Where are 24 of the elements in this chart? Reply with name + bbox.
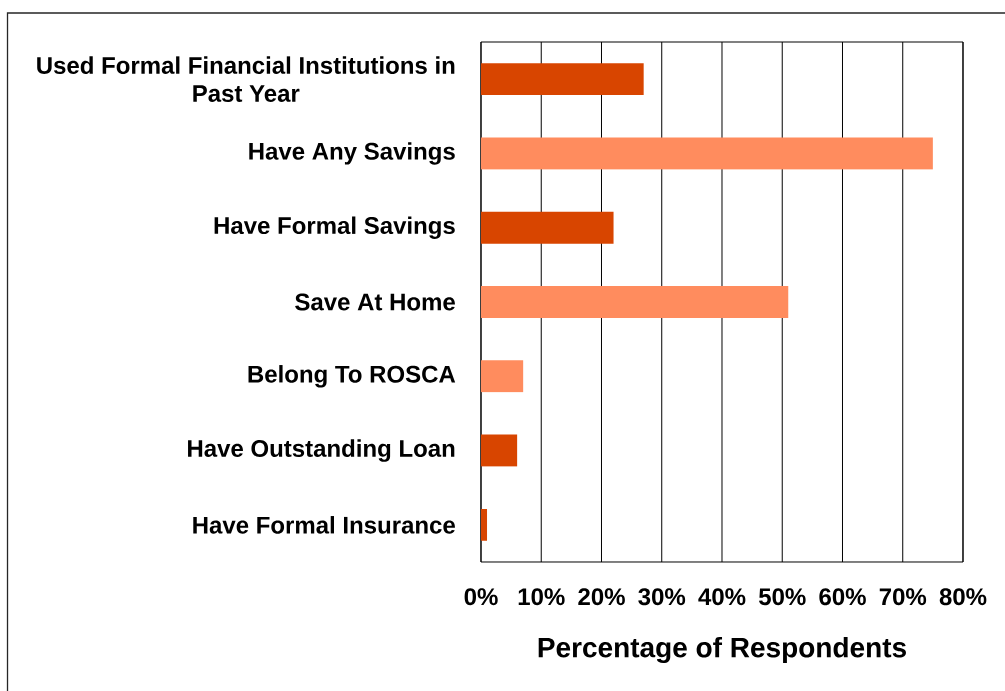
x-tick-label: 50% [758,588,806,606]
x-tick-label: 80% [939,588,987,606]
x-tick-label: 60% [819,588,866,606]
x-axis-title: Percentage of Respondents [538,636,906,664]
x-tick-label: 70% [879,588,927,606]
y-tick-label: Have Any Savings [249,142,455,165]
bar [481,508,488,541]
x-tick-label: 0% [464,588,498,606]
bar [481,137,933,170]
y-tick-label: Used Formal Financial Institutions in Past Year [37,56,455,102]
bar [481,211,614,244]
x-tick-label: 40% [698,588,746,606]
y-tick-label: Belong To ROSCA [248,365,456,388]
x-tick-label: 30% [638,588,686,606]
bar [481,434,518,467]
y-tick-label: Save At Home [295,293,455,311]
bar [481,63,644,96]
x-tick-label: 20% [578,588,625,606]
y-tick-label: Have Formal Savings [214,216,455,239]
x-tick-label: 10% [518,588,565,606]
y-tick-label: Have Outstanding Loan [188,439,455,462]
bar [481,360,524,393]
y-tick-label: Have Formal Insurance [193,516,455,534]
bar [481,286,789,318]
